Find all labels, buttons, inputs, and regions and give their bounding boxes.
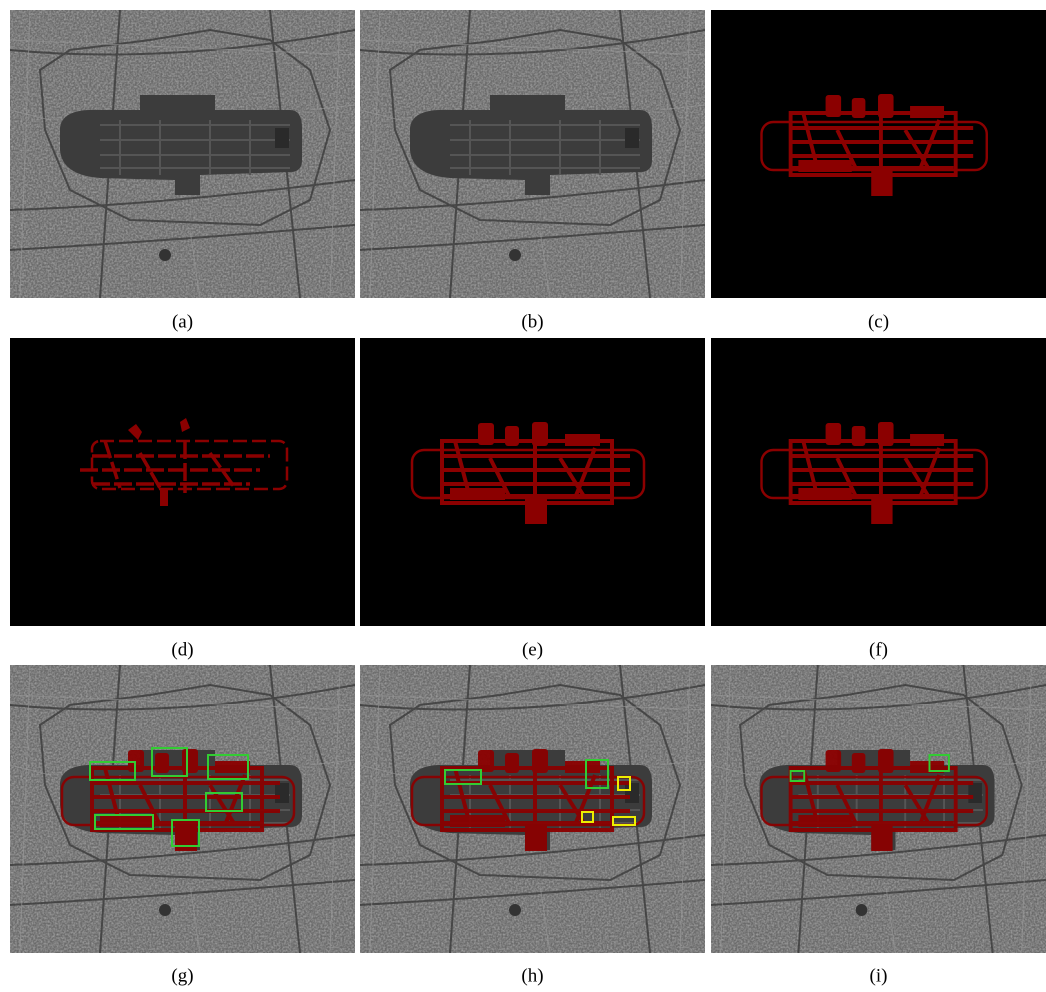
panel-label: (i) — [870, 965, 888, 986]
panel-label: (g) — [171, 965, 193, 986]
panel-image — [360, 10, 705, 298]
panel-label: (a) — [172, 311, 193, 332]
panel-label: (e) — [522, 639, 543, 660]
panel-image — [360, 338, 705, 626]
panel-image — [711, 10, 1046, 298]
panel-label: (b) — [521, 311, 543, 332]
figure: (a) (b) (c) (d) (e) (f) (g) (h) (i) — [0, 0, 1046, 992]
panel-label: (d) — [171, 639, 193, 660]
panel-label: (f) — [869, 639, 888, 660]
panel-image — [10, 665, 355, 953]
satellite-image — [10, 10, 355, 298]
panel-label: (c) — [868, 311, 889, 332]
panel-image — [360, 665, 705, 953]
panel-label: (h) — [521, 965, 543, 986]
panel-image — [711, 665, 1046, 953]
panel-image — [711, 338, 1046, 626]
panel-image — [10, 338, 355, 626]
satellite-image — [360, 10, 705, 298]
black-background — [10, 338, 355, 626]
panel-image — [10, 10, 355, 298]
